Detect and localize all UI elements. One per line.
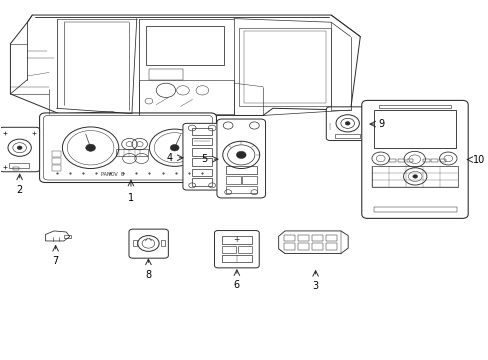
Circle shape xyxy=(17,146,22,149)
Bar xyxy=(378,105,450,108)
Bar xyxy=(225,166,256,174)
Bar xyxy=(334,134,360,138)
Bar xyxy=(237,246,252,253)
Bar xyxy=(372,166,457,187)
Text: 8: 8 xyxy=(145,270,151,280)
Bar xyxy=(222,236,251,244)
Circle shape xyxy=(170,144,179,151)
Bar xyxy=(297,234,308,241)
Bar xyxy=(297,243,308,250)
Bar xyxy=(423,159,429,162)
FancyBboxPatch shape xyxy=(214,230,259,268)
Bar xyxy=(225,176,241,184)
Text: PANOV  O: PANOV O xyxy=(101,172,124,177)
Bar xyxy=(52,165,61,171)
Circle shape xyxy=(412,175,417,178)
Text: 5: 5 xyxy=(201,154,207,164)
Bar xyxy=(283,243,295,250)
Text: 4: 4 xyxy=(166,153,173,163)
Text: 10: 10 xyxy=(472,154,484,165)
FancyBboxPatch shape xyxy=(325,107,368,140)
FancyBboxPatch shape xyxy=(40,113,216,183)
Bar xyxy=(243,31,325,103)
Bar xyxy=(52,151,61,157)
Bar xyxy=(13,167,19,170)
Bar xyxy=(430,159,437,162)
Text: 7: 7 xyxy=(52,256,59,266)
Text: +: + xyxy=(233,235,240,244)
Bar xyxy=(388,159,395,162)
Circle shape xyxy=(236,151,245,158)
Bar xyxy=(373,110,455,148)
Text: 9: 9 xyxy=(378,119,384,129)
Bar xyxy=(242,176,256,184)
Bar xyxy=(325,234,337,241)
Circle shape xyxy=(345,122,349,125)
Bar xyxy=(52,158,61,164)
Bar xyxy=(139,80,233,114)
Bar xyxy=(191,178,212,186)
Bar xyxy=(283,234,295,241)
Bar xyxy=(325,243,337,250)
Text: 6: 6 xyxy=(233,280,240,291)
Bar xyxy=(373,207,456,212)
Bar xyxy=(397,159,404,162)
Text: 3: 3 xyxy=(312,281,318,291)
Bar xyxy=(222,255,251,262)
Bar xyxy=(439,159,445,162)
FancyBboxPatch shape xyxy=(361,100,467,219)
Text: 2: 2 xyxy=(17,185,23,195)
Bar xyxy=(199,159,204,163)
Bar xyxy=(225,186,256,193)
Bar xyxy=(9,163,29,168)
Bar xyxy=(311,243,323,250)
Text: 1: 1 xyxy=(127,193,134,203)
FancyBboxPatch shape xyxy=(217,119,265,198)
Bar xyxy=(222,246,236,253)
FancyBboxPatch shape xyxy=(43,116,212,180)
Bar xyxy=(238,28,330,107)
Bar xyxy=(191,148,212,156)
Bar xyxy=(161,240,164,246)
Bar xyxy=(199,153,204,157)
Bar xyxy=(406,159,412,162)
Bar xyxy=(64,234,71,238)
FancyBboxPatch shape xyxy=(183,123,221,190)
Circle shape xyxy=(85,144,95,151)
Bar xyxy=(191,128,212,135)
Bar xyxy=(191,168,212,176)
Bar xyxy=(133,240,137,246)
Bar xyxy=(191,138,212,145)
Bar xyxy=(146,26,224,65)
FancyBboxPatch shape xyxy=(129,229,168,258)
Bar xyxy=(311,234,323,241)
Bar xyxy=(149,69,183,80)
FancyBboxPatch shape xyxy=(0,127,40,172)
Bar xyxy=(116,149,148,156)
Bar xyxy=(191,158,212,166)
